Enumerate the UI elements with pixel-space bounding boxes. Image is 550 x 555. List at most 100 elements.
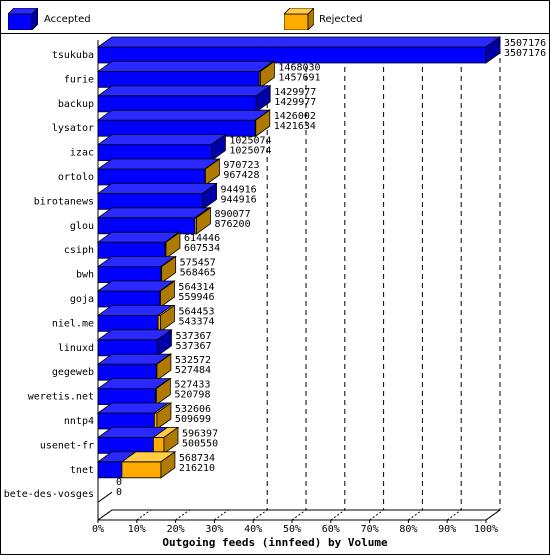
bar-accepted-top bbox=[96, 109, 271, 121]
bar-accepted-side bbox=[485, 36, 501, 64]
category-label: lysator bbox=[52, 123, 94, 134]
tick-mark bbox=[214, 509, 229, 521]
bar-accepted bbox=[97, 412, 155, 430]
legend-accepted-swatch bbox=[8, 8, 38, 30]
bar-accepted bbox=[97, 71, 260, 88]
bar-accepted bbox=[97, 144, 212, 162]
x-tick-label: 70% bbox=[361, 524, 379, 535]
data-label-accepted: 543374 bbox=[178, 316, 214, 327]
bar-rejected-side bbox=[260, 60, 275, 89]
x-tick-label: 30% bbox=[205, 524, 223, 535]
category-label: tsukuba bbox=[52, 50, 94, 61]
bar-rejected-side bbox=[156, 353, 172, 381]
category-label: linuxd bbox=[58, 343, 94, 354]
bar-accepted bbox=[97, 217, 196, 235]
category-label: izac bbox=[70, 148, 94, 159]
data-label-total: 890077 bbox=[214, 209, 250, 220]
category-label: goja bbox=[70, 294, 94, 305]
x-tick-label: 60% bbox=[322, 524, 340, 535]
bar-accepted bbox=[97, 314, 159, 332]
tick-mark bbox=[485, 509, 501, 521]
x-tick-label: 90% bbox=[438, 524, 456, 535]
data-label-total: 564453 bbox=[178, 306, 214, 317]
data-label-total: 0 bbox=[116, 477, 122, 488]
legend-separator bbox=[0, 33, 550, 34]
bar-accepted bbox=[97, 168, 206, 186]
data-label-accepted: 537367 bbox=[175, 341, 211, 352]
data-label-accepted: 520798 bbox=[174, 390, 210, 401]
bar-rejected-side bbox=[165, 231, 181, 259]
bar-rejected-side bbox=[155, 377, 171, 406]
bar-accepted bbox=[97, 192, 203, 210]
bar-rejected-side bbox=[204, 158, 220, 186]
bar-accepted-top bbox=[96, 134, 227, 146]
data-label-total: 3507176 bbox=[504, 38, 546, 49]
tick-mark bbox=[446, 509, 462, 521]
data-label-accepted: 559946 bbox=[178, 292, 214, 303]
bar-rejected-side bbox=[163, 426, 179, 455]
x-axis-title: Outgoing feeds (innfeed) by Volume bbox=[162, 536, 388, 549]
bar-rejected-side bbox=[156, 402, 172, 430]
x-tick-label: 20% bbox=[167, 524, 185, 535]
bar-rejected bbox=[152, 436, 165, 454]
data-label-accepted: 216210 bbox=[179, 463, 215, 474]
bar-rejected-side bbox=[160, 280, 175, 308]
category-label: tnet bbox=[70, 465, 94, 476]
bar-accepted-top bbox=[96, 158, 221, 170]
data-label-total: 970723 bbox=[223, 160, 259, 171]
bar-rejected-side bbox=[160, 451, 176, 479]
bar-accepted bbox=[97, 339, 158, 357]
x-tick-label: 100% bbox=[474, 524, 498, 535]
bar-accepted-top bbox=[96, 36, 502, 48]
x-tick-label: 40% bbox=[244, 524, 262, 535]
bar-accepted bbox=[97, 388, 157, 406]
data-label-accepted: 1429977 bbox=[274, 97, 316, 108]
category-label: niel.me bbox=[52, 318, 94, 329]
data-label-accepted: 607534 bbox=[184, 243, 220, 254]
x-tick-label: 50% bbox=[283, 524, 301, 535]
data-label-accepted: 1457691 bbox=[278, 72, 320, 83]
category-label: glou bbox=[70, 221, 94, 232]
category-label: nntp4 bbox=[64, 416, 94, 427]
bar-accepted bbox=[97, 46, 487, 64]
category-label: birotanews bbox=[34, 196, 94, 207]
tick-mark bbox=[408, 509, 423, 521]
data-label-accepted: 876200 bbox=[214, 219, 250, 230]
data-label-accepted: 967428 bbox=[223, 170, 259, 181]
category-label: furie bbox=[64, 74, 94, 85]
x-tick-label: 10% bbox=[128, 524, 146, 535]
bar-rejected-side bbox=[196, 207, 211, 235]
bar-rejected-side bbox=[160, 304, 175, 333]
data-label-accepted: 3507176 bbox=[504, 48, 546, 59]
category-label: csiph bbox=[64, 245, 94, 256]
data-label-accepted: 1421634 bbox=[274, 121, 316, 132]
bar-accepted bbox=[97, 241, 166, 259]
bar-accepted-side bbox=[255, 85, 271, 113]
bar-rejected-side bbox=[161, 255, 177, 284]
data-label-accepted: 509699 bbox=[175, 414, 211, 425]
category-label: bete-des-vosges bbox=[4, 489, 94, 500]
bar-accepted bbox=[97, 95, 257, 113]
bar-rejected bbox=[121, 461, 162, 479]
tick-mark bbox=[97, 509, 113, 521]
data-label-accepted: 500550 bbox=[182, 438, 218, 449]
tick-mark bbox=[252, 509, 268, 521]
data-label-accepted: 0 bbox=[116, 487, 122, 498]
data-label-total: 575457 bbox=[180, 258, 216, 269]
category-label: weretis.net bbox=[28, 392, 94, 403]
data-label-total: 1025074 bbox=[229, 136, 271, 147]
data-label-total: 1468030 bbox=[278, 62, 320, 73]
bar-accepted-side bbox=[211, 133, 226, 162]
bar-accepted bbox=[97, 436, 154, 454]
legend-accepted-label: Accepted bbox=[44, 14, 91, 25]
data-label-total: 1429977 bbox=[274, 87, 316, 98]
data-label-accepted: 1025074 bbox=[229, 146, 271, 157]
data-label-total: 537367 bbox=[175, 331, 211, 342]
data-label-total: 944916 bbox=[221, 184, 257, 195]
bar-accepted-top bbox=[96, 207, 211, 219]
data-label-total: 568734 bbox=[179, 453, 215, 464]
bar-accepted-top bbox=[96, 85, 272, 97]
tick-mark bbox=[330, 509, 346, 521]
bar-accepted bbox=[97, 461, 123, 479]
